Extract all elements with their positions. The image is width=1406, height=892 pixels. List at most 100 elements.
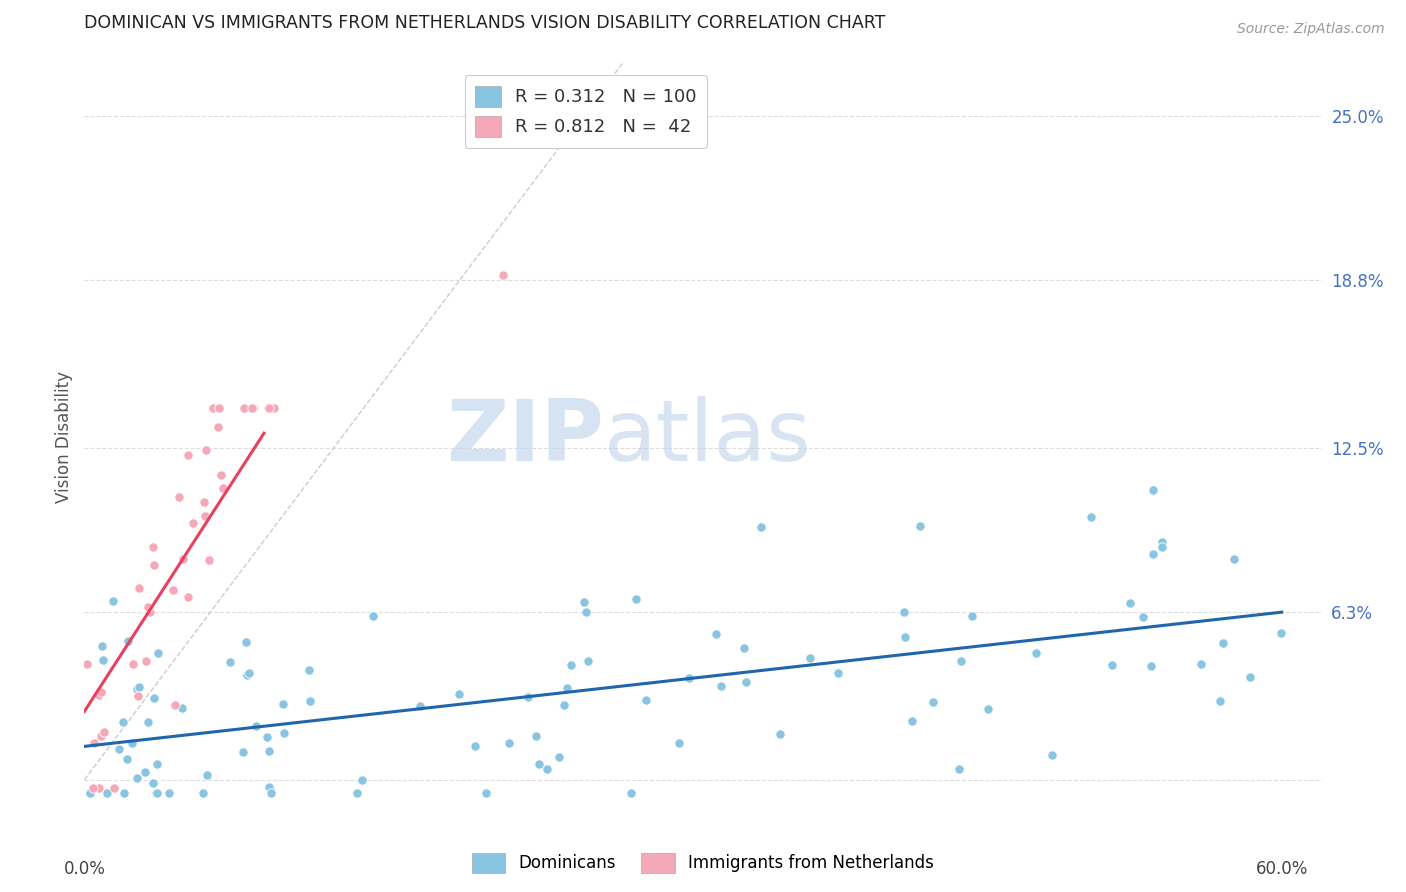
Point	[894, 630, 917, 644]
Text: 0.0%: 0.0%	[63, 860, 105, 878]
Point	[207, 419, 229, 434]
Point	[735, 675, 758, 690]
Point	[242, 401, 264, 415]
Text: 60.0%: 60.0%	[1256, 860, 1308, 878]
Point	[145, 786, 167, 800]
Point	[1040, 748, 1063, 763]
Point	[127, 772, 149, 786]
Point	[82, 780, 104, 795]
Point	[212, 481, 235, 495]
Point	[1119, 596, 1142, 610]
Point	[242, 401, 264, 415]
Point	[162, 582, 184, 597]
Point	[176, 590, 198, 604]
Point	[209, 467, 232, 482]
Point	[93, 725, 115, 739]
Point	[172, 701, 194, 715]
Point	[298, 664, 321, 678]
Point	[235, 635, 257, 649]
Point	[232, 401, 254, 415]
Point	[90, 685, 112, 699]
Point	[263, 401, 285, 415]
Point	[517, 690, 540, 704]
Point	[1150, 534, 1173, 549]
Point	[202, 401, 225, 415]
Point	[76, 657, 98, 671]
Point	[103, 780, 125, 795]
Point	[139, 605, 162, 619]
Point	[949, 654, 972, 668]
Point	[172, 552, 194, 566]
Point	[115, 752, 138, 766]
Point	[83, 735, 105, 749]
Point	[112, 786, 135, 800]
Point	[194, 508, 217, 523]
Point	[121, 736, 143, 750]
Point	[238, 666, 260, 681]
Point	[181, 516, 204, 530]
Point	[257, 780, 280, 795]
Text: atlas: atlas	[605, 395, 813, 479]
Point	[107, 742, 129, 756]
Point	[529, 756, 551, 771]
Point	[1101, 657, 1123, 672]
Point	[195, 767, 218, 781]
Point	[240, 401, 263, 415]
Point	[145, 786, 167, 800]
Point	[236, 668, 259, 682]
Point	[136, 714, 159, 729]
Point	[576, 654, 599, 668]
Point	[352, 772, 374, 787]
Point	[89, 780, 111, 795]
Point	[218, 656, 240, 670]
Point	[1223, 552, 1246, 566]
Point	[464, 739, 486, 754]
Point	[1212, 636, 1234, 650]
Point	[799, 650, 821, 665]
Point	[259, 782, 281, 797]
Point	[769, 727, 792, 741]
Point	[634, 692, 657, 706]
Point	[90, 639, 112, 653]
Legend: Dominicans, Immigrants from Netherlands: Dominicans, Immigrants from Netherlands	[465, 847, 941, 880]
Point	[128, 681, 150, 695]
Point	[259, 401, 281, 415]
Point	[121, 657, 143, 671]
Point	[193, 495, 215, 509]
Point	[142, 776, 165, 790]
Point	[1139, 658, 1161, 673]
Point	[146, 647, 169, 661]
Point	[145, 756, 167, 771]
Point	[1209, 694, 1232, 708]
Text: DOMINICAN VS IMMIGRANTS FROM NETHERLANDS VISION DISABILITY CORRELATION CHART: DOMINICAN VS IMMIGRANTS FROM NETHERLANDS…	[84, 14, 886, 32]
Point	[146, 786, 169, 800]
Point	[256, 731, 278, 745]
Point	[143, 558, 166, 573]
Point	[157, 786, 180, 800]
Point	[668, 735, 690, 749]
Point	[553, 698, 575, 712]
Point	[138, 599, 160, 614]
Point	[704, 627, 727, 641]
Point	[1239, 670, 1261, 684]
Point	[1142, 483, 1164, 498]
Point	[167, 490, 190, 504]
Point	[299, 694, 322, 708]
Point	[271, 697, 294, 711]
Text: Source: ZipAtlas.com: Source: ZipAtlas.com	[1237, 22, 1385, 37]
Point	[232, 745, 254, 759]
Point	[245, 719, 267, 733]
Point	[273, 726, 295, 740]
Point	[575, 605, 598, 619]
Point	[710, 679, 733, 693]
Point	[135, 654, 157, 668]
Point	[1189, 657, 1212, 672]
Text: ZIP: ZIP	[446, 395, 605, 479]
Point	[142, 691, 165, 706]
Point	[678, 671, 700, 685]
Point	[1142, 548, 1164, 562]
Point	[1080, 509, 1102, 524]
Point	[1025, 646, 1047, 660]
Point	[960, 608, 983, 623]
Point	[346, 786, 368, 800]
